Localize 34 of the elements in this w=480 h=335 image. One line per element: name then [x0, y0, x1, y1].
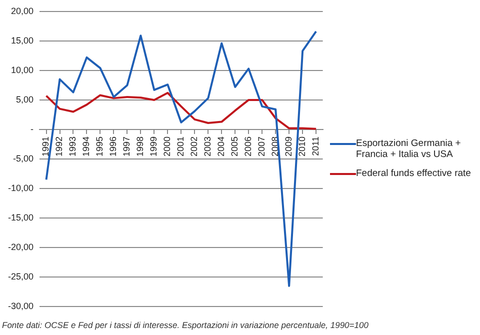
- y-tick-label: 20,00: [10, 6, 34, 16]
- y-tick-label: 5,00: [16, 94, 34, 104]
- y-tick-label: -15,00: [8, 212, 34, 223]
- y-tick-label: -: [30, 124, 34, 134]
- legend-label: Federal funds effective rate: [356, 168, 471, 179]
- x-tick-label: 1993: [68, 136, 78, 157]
- x-tick-label: 2011: [310, 136, 321, 156]
- x-tick-label: 2006: [243, 136, 254, 157]
- x-tick-label: 1992: [54, 136, 64, 157]
- y-tick-label: -30,00: [8, 301, 34, 312]
- source-note: Fonte dati: OCSE e Fed per i tassi di interesse. Esportazioni in variazione percentuale, 1990=100: [2, 320, 368, 330]
- x-tick-label: 2010: [297, 136, 308, 157]
- x-tick-label: 1998: [135, 136, 146, 157]
- y-tick-label: -25,00: [8, 272, 34, 282]
- y-tick-label: -5,00: [13, 153, 34, 164]
- x-tick-label: 1994: [81, 136, 92, 157]
- x-tick-label: 2003: [202, 136, 213, 157]
- x-tick-label: 2004: [216, 136, 226, 157]
- x-tick-label: 2001: [176, 136, 186, 157]
- x-tick-label: 1999: [148, 136, 159, 157]
- y-tick-label: -20,00: [8, 242, 34, 252]
- x-tick-label: 1996: [108, 136, 118, 157]
- x-tick-label: 2002: [189, 136, 200, 157]
- y-tick-label: 10,00: [10, 64, 34, 75]
- x-tick-label: 2009: [284, 136, 294, 157]
- y-tick-label: 15,00: [10, 35, 34, 46]
- x-tick-label: 1997: [122, 136, 132, 157]
- x-tick-label: 1995: [94, 136, 105, 157]
- y-tick-label: -10,00: [8, 183, 34, 194]
- x-tick-label: 2000: [162, 136, 172, 157]
- x-tick-label: 2005: [230, 136, 240, 157]
- x-tick-label: 1991: [40, 136, 51, 157]
- legend-label: Esportazioni Germania + Francia + Italia vs USA: [356, 138, 462, 160]
- x-tick-label: 2007: [256, 136, 267, 157]
